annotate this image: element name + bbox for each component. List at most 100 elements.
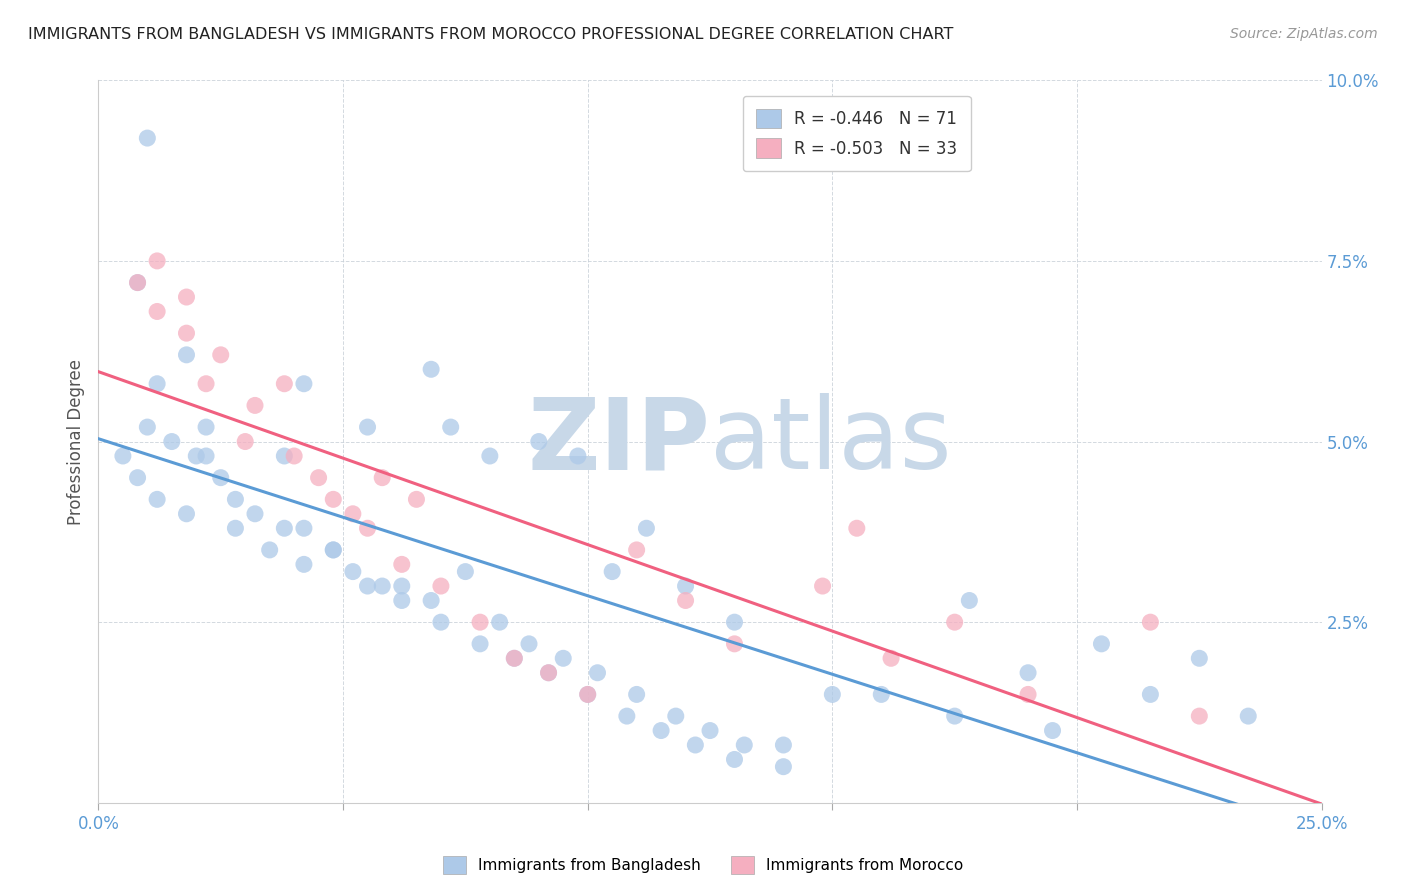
Point bbox=[1017, 687, 1039, 701]
Point bbox=[243, 507, 266, 521]
Text: ZIP: ZIP bbox=[527, 393, 710, 490]
Point bbox=[468, 637, 491, 651]
Point bbox=[650, 723, 672, 738]
Point bbox=[405, 492, 427, 507]
Point bbox=[626, 542, 648, 557]
Point bbox=[273, 449, 295, 463]
Point bbox=[1139, 687, 1161, 701]
Point bbox=[195, 449, 218, 463]
Point bbox=[273, 376, 295, 391]
Point bbox=[699, 723, 721, 738]
Point bbox=[733, 738, 755, 752]
Point bbox=[136, 131, 159, 145]
Point bbox=[440, 420, 463, 434]
Point bbox=[292, 521, 315, 535]
Point bbox=[576, 687, 599, 701]
Point bbox=[723, 752, 745, 766]
Point bbox=[127, 276, 149, 290]
Point bbox=[146, 304, 169, 318]
Point bbox=[391, 579, 413, 593]
Point bbox=[553, 651, 575, 665]
Point bbox=[943, 615, 966, 630]
Point bbox=[626, 687, 648, 701]
Point bbox=[616, 709, 638, 723]
Point bbox=[675, 593, 697, 607]
Point bbox=[685, 738, 707, 752]
Point bbox=[292, 376, 315, 391]
Point bbox=[723, 637, 745, 651]
Point bbox=[371, 579, 394, 593]
Point bbox=[870, 687, 893, 701]
Point bbox=[176, 326, 198, 340]
Point bbox=[537, 665, 560, 680]
Point bbox=[811, 579, 834, 593]
Point bbox=[1017, 665, 1039, 680]
Point bbox=[111, 449, 134, 463]
Point bbox=[224, 492, 246, 507]
Point bbox=[600, 565, 623, 579]
Point bbox=[517, 637, 540, 651]
Point bbox=[209, 471, 232, 485]
Point bbox=[356, 420, 378, 434]
Point bbox=[195, 376, 218, 391]
Point bbox=[527, 434, 550, 449]
Text: Source: ZipAtlas.com: Source: ZipAtlas.com bbox=[1230, 27, 1378, 41]
Point bbox=[503, 651, 526, 665]
Point bbox=[342, 565, 364, 579]
Point bbox=[1188, 709, 1211, 723]
Point bbox=[146, 254, 169, 268]
Point bbox=[283, 449, 305, 463]
Point bbox=[957, 593, 980, 607]
Point bbox=[146, 492, 169, 507]
Point bbox=[1237, 709, 1260, 723]
Point bbox=[488, 615, 510, 630]
Point bbox=[675, 579, 697, 593]
Point bbox=[308, 471, 330, 485]
Point bbox=[176, 507, 198, 521]
Point bbox=[160, 434, 183, 449]
Point bbox=[1090, 637, 1112, 651]
Point bbox=[468, 615, 491, 630]
Point bbox=[127, 471, 149, 485]
Point bbox=[233, 434, 256, 449]
Point bbox=[845, 521, 868, 535]
Point bbox=[586, 665, 609, 680]
Point bbox=[537, 665, 560, 680]
Point bbox=[273, 521, 295, 535]
Point bbox=[322, 542, 344, 557]
Point bbox=[136, 420, 159, 434]
Point bbox=[292, 558, 315, 572]
Point bbox=[356, 521, 378, 535]
Point bbox=[209, 348, 232, 362]
Point bbox=[567, 449, 589, 463]
Point bbox=[391, 593, 413, 607]
Point bbox=[430, 579, 453, 593]
Legend: R = -0.446   N = 71, R = -0.503   N = 33: R = -0.446 N = 71, R = -0.503 N = 33 bbox=[742, 95, 970, 171]
Point bbox=[503, 651, 526, 665]
Point bbox=[665, 709, 688, 723]
Point bbox=[391, 558, 413, 572]
Point bbox=[576, 687, 599, 701]
Point bbox=[195, 420, 218, 434]
Point bbox=[176, 290, 198, 304]
Point bbox=[880, 651, 903, 665]
Point bbox=[420, 362, 443, 376]
Text: IMMIGRANTS FROM BANGLADESH VS IMMIGRANTS FROM MOROCCO PROFESSIONAL DEGREE CORREL: IMMIGRANTS FROM BANGLADESH VS IMMIGRANTS… bbox=[28, 27, 953, 42]
Point bbox=[1042, 723, 1064, 738]
Point bbox=[1188, 651, 1211, 665]
Point bbox=[420, 593, 443, 607]
Point bbox=[943, 709, 966, 723]
Point bbox=[186, 449, 208, 463]
Point bbox=[478, 449, 501, 463]
Legend: Immigrants from Bangladesh, Immigrants from Morocco: Immigrants from Bangladesh, Immigrants f… bbox=[436, 850, 970, 880]
Point bbox=[127, 276, 149, 290]
Point bbox=[243, 398, 266, 412]
Point bbox=[146, 376, 169, 391]
Point bbox=[322, 542, 344, 557]
Point bbox=[454, 565, 477, 579]
Point bbox=[430, 615, 453, 630]
Text: atlas: atlas bbox=[710, 393, 952, 490]
Point bbox=[356, 579, 378, 593]
Point bbox=[821, 687, 844, 701]
Point bbox=[1139, 615, 1161, 630]
